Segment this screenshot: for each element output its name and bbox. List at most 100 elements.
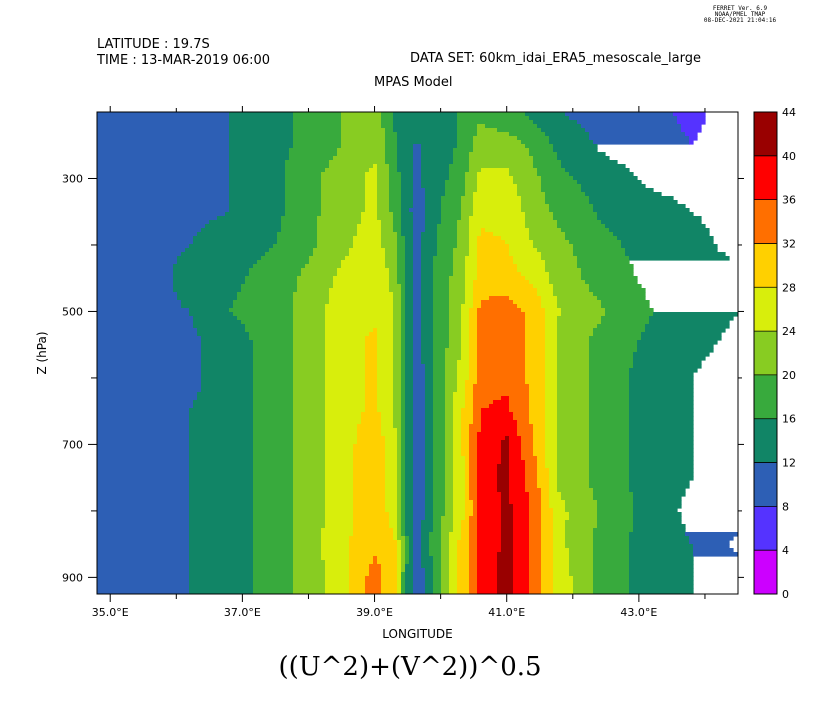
contour-cell — [545, 400, 558, 405]
contour-cell — [425, 224, 438, 229]
contour-cell — [441, 216, 462, 221]
contour-cell — [469, 248, 478, 253]
contour-cell — [501, 460, 510, 465]
contour-cell — [545, 324, 558, 329]
contour-cell — [413, 392, 426, 397]
contour-cell — [457, 372, 470, 377]
contour-cell — [477, 512, 502, 517]
contour-cell — [401, 572, 406, 577]
contour-cell — [589, 196, 674, 201]
contour-cell — [97, 336, 202, 341]
contour-cell — [321, 184, 366, 189]
contour-cell — [525, 324, 546, 329]
contour-cell — [405, 500, 414, 505]
contour-cell — [425, 376, 434, 381]
contour-cell — [449, 340, 462, 345]
contour-cell — [321, 552, 350, 557]
contour-cell — [457, 236, 470, 241]
contour-cell — [253, 476, 294, 481]
contour-cell — [381, 232, 398, 237]
contour-cell — [549, 468, 558, 473]
contour-cell — [469, 548, 478, 553]
contour-cell — [333, 276, 390, 281]
contour-cell — [553, 144, 598, 149]
contour-cell — [529, 392, 546, 397]
contour-cell — [461, 208, 474, 213]
contour-cell — [393, 344, 402, 349]
contour-cell — [453, 456, 466, 461]
contour-cell — [413, 300, 422, 305]
contour-cell — [401, 420, 406, 425]
contour-cell — [545, 440, 558, 445]
contour-cell — [253, 588, 294, 593]
contour-cell — [229, 140, 294, 145]
contour-cell — [501, 448, 510, 453]
contour-cell — [529, 564, 542, 569]
contour-cell — [477, 312, 526, 317]
contour-cell — [453, 460, 466, 465]
contour-cell — [453, 480, 466, 485]
stamp-line: 08-DEC-2021 21:04:16 — [703, 17, 777, 24]
contour-cell — [445, 404, 454, 409]
contour-cell — [189, 520, 254, 525]
contour-cell — [517, 304, 542, 309]
contour-cell — [97, 368, 202, 373]
contour-cell — [473, 288, 538, 293]
contour-cell — [629, 448, 694, 453]
contour-cell — [445, 400, 454, 405]
contour-cell — [397, 440, 402, 445]
contour-cell — [97, 544, 190, 549]
contour-cell — [513, 592, 530, 594]
contour-cell — [97, 232, 198, 237]
contour-cell — [501, 548, 514, 553]
contour-cell — [509, 252, 542, 257]
contour-cell — [393, 212, 402, 217]
contour-cell — [477, 520, 502, 525]
contour-cell — [349, 588, 366, 593]
contour-cell — [413, 280, 422, 285]
contour-cell — [97, 152, 230, 157]
contour-cell — [473, 280, 530, 285]
contour-cell — [429, 532, 442, 537]
contour-cell — [549, 472, 558, 477]
x-tick-label: 43.0°E — [620, 606, 657, 619]
contour-cell — [573, 248, 626, 253]
contour-cell — [253, 368, 294, 373]
contour-cell — [353, 492, 386, 497]
contour-cell — [593, 564, 630, 569]
contour-cell — [453, 472, 466, 477]
contour-cell — [253, 508, 294, 513]
contour-cell — [285, 192, 322, 197]
contour-cell — [401, 488, 406, 493]
contour-cell — [401, 224, 414, 229]
contour-cell — [253, 488, 294, 493]
contour-cell — [241, 320, 294, 325]
contour-cell — [401, 432, 406, 437]
contour-cell — [457, 368, 470, 373]
contour-cell — [401, 416, 406, 421]
contour-cell — [385, 452, 398, 457]
contour-cell — [393, 388, 402, 393]
contour-cell — [557, 424, 590, 429]
contour-cell — [477, 484, 498, 489]
contour-cell — [285, 188, 322, 193]
contour-cell — [97, 288, 174, 293]
contour-cell — [225, 212, 286, 217]
contour-cell — [469, 492, 478, 497]
contour-cell — [557, 372, 590, 377]
contour-cell — [473, 416, 482, 421]
contour-cell — [401, 300, 406, 305]
contour-cell — [293, 128, 342, 133]
contour-cell — [401, 592, 406, 594]
contour-cell — [353, 240, 382, 245]
contour-cell — [629, 460, 694, 465]
contour-cell — [365, 192, 378, 197]
contour-cell — [393, 416, 402, 421]
contour-cell — [393, 372, 402, 377]
contour-cell — [529, 280, 550, 285]
contour-cell — [285, 180, 322, 185]
contour-cell — [425, 512, 434, 517]
contour-cell — [389, 164, 398, 169]
contour-cell — [425, 416, 434, 421]
contour-cell — [565, 504, 598, 509]
